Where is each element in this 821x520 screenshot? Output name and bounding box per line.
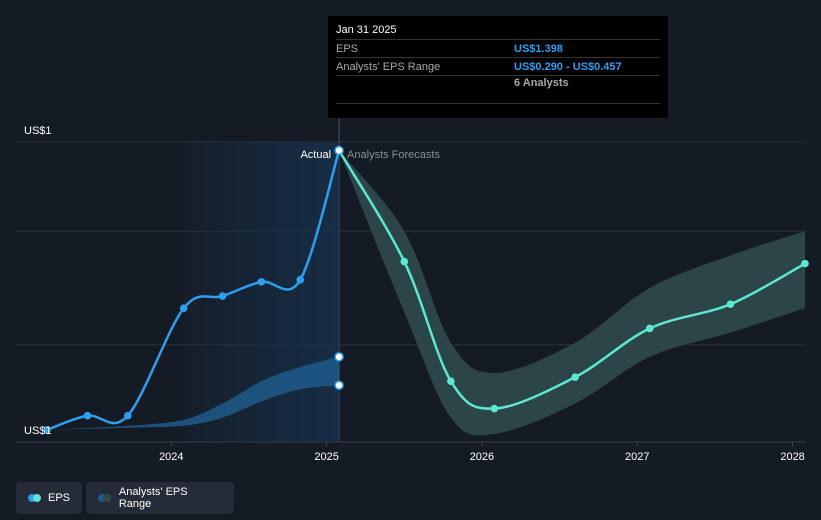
eps-actual-point (124, 411, 132, 420)
tooltip-eps-value: US$1.398 (514, 42, 563, 55)
x-tick-label: 2026 (470, 451, 494, 463)
tooltip-row-analysts: 6 Analysts (336, 75, 660, 104)
eps-forecast-point (645, 324, 654, 333)
range-legend-icon (98, 494, 112, 502)
x-tick-label: 2027 (625, 451, 649, 463)
eps-forecast-point (447, 377, 455, 385)
eps-forecast-point (571, 373, 579, 381)
eps-actual-point (179, 304, 188, 313)
hover-tooltip: Jan 31 2025 EPS US$1.398 Analysts' EPS R… (328, 16, 668, 118)
eps-forecast-point (726, 300, 735, 308)
x-tick-label: 2025 (314, 451, 338, 463)
tooltip-range-label: Analysts' EPS Range (336, 60, 441, 73)
eps-actual-point (218, 292, 227, 300)
eps-actual-point (334, 145, 344, 156)
tooltip-analysts-value: 6 Analysts (514, 77, 569, 89)
eps-actual-point (257, 278, 266, 286)
eps-legend-icon (28, 494, 41, 502)
eps-forecast-point (490, 404, 499, 413)
eps-actual-point (43, 426, 51, 434)
y-tick-label: US$1 (24, 125, 52, 137)
tooltip-row-range: Analysts' EPS Range US$0.290 - US$0.457 (336, 57, 660, 75)
y-tick-label: US$1 (24, 425, 52, 437)
legend-eps[interactable]: EPS (16, 482, 82, 514)
tooltip-row-eps: EPS US$1.398 (336, 39, 660, 57)
legend-analysts-range[interactable]: Analysts' EPS Range (86, 482, 234, 514)
tooltip-date: Jan 31 2025 (336, 24, 397, 36)
range-low-point (334, 380, 344, 390)
x-tick-label: 2028 (780, 451, 804, 463)
legend-eps-label: EPS (47, 492, 70, 504)
past-eps-range-band (47, 356, 340, 430)
legend-range-label: Analysts' EPS Range (118, 486, 188, 510)
tooltip-eps-label: EPS (336, 42, 359, 55)
x-tick-label: 2024 (159, 451, 183, 463)
eps-forecast-point (801, 259, 809, 268)
forecast-eps-range-band (339, 150, 805, 436)
eps-actual-point (296, 276, 305, 284)
forecast-region-label: Analysts Forecasts (347, 149, 440, 161)
actual-region-label: Actual (300, 149, 331, 161)
range-high-point (334, 352, 344, 362)
tooltip-range-value: US$0.290 - US$0.457 (514, 60, 622, 73)
eps-actual-point (83, 411, 92, 420)
eps-forecast-point (400, 257, 409, 266)
